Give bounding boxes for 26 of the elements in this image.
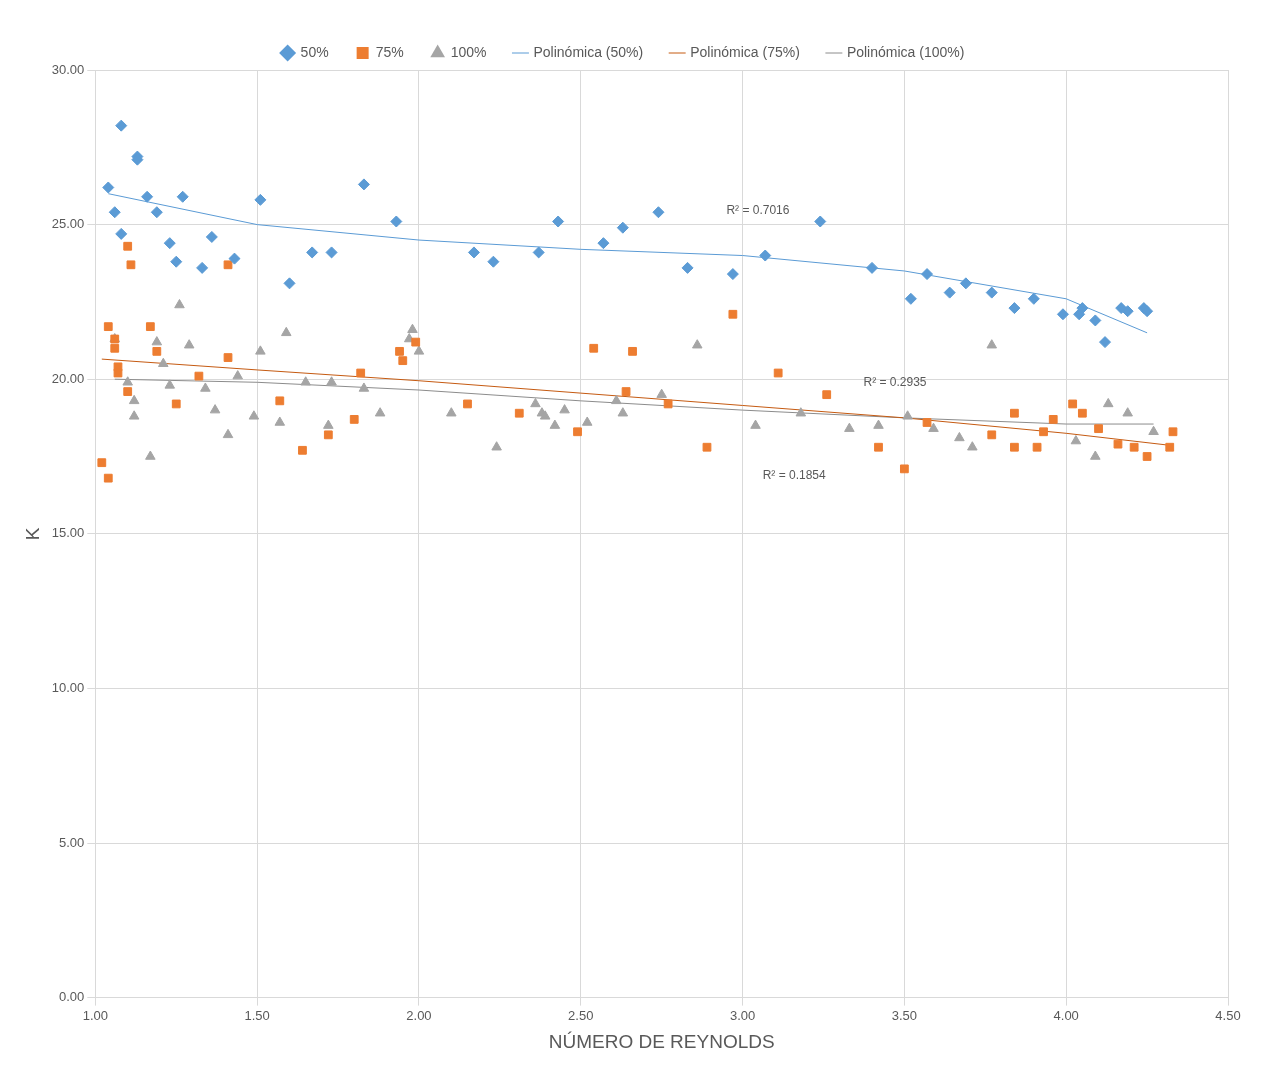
- x-tick-label: 2.50: [568, 1007, 594, 1023]
- y-tick-label: 25.00: [51, 216, 85, 232]
- y-axis-title: K: [21, 527, 43, 541]
- legend-label: Polinómica (75%): [690, 43, 800, 60]
- x-tick-label: 4.00: [1053, 1007, 1079, 1023]
- y-tick-label: 10.00: [51, 679, 85, 695]
- x-tick-label: 1.00: [82, 1007, 108, 1023]
- y-tick-label: 20.00: [51, 370, 85, 386]
- y-tick-label: 5.00: [59, 834, 85, 850]
- legend-label: Polinómica (100%): [846, 43, 965, 60]
- y-tick-label: 15.00: [51, 525, 85, 541]
- y-tick-label: 0.00: [59, 989, 85, 1005]
- x-tick-label: 1.50: [244, 1007, 270, 1023]
- x-tick-label: 3.50: [891, 1007, 918, 1023]
- legend-label: Polinómica (50%): [533, 43, 644, 60]
- x-tick-label: 4.50: [1215, 1007, 1241, 1023]
- annotation: R² = 0.1854: [762, 467, 827, 482]
- annotation: R² = 0.7016: [726, 203, 790, 218]
- x-axis-title: NÚMERO DE REYNOLDS: [548, 1030, 775, 1052]
- x-tick-label: 2.00: [406, 1007, 432, 1023]
- y-tick-label: 30.00: [51, 61, 85, 77]
- annotation: R² = 0.2935: [863, 374, 927, 389]
- x-tick-label: 3.00: [729, 1007, 756, 1023]
- legend-label: 50%: [300, 43, 329, 60]
- legend-label: 100%: [450, 43, 487, 60]
- legend-label: 75%: [375, 43, 404, 60]
